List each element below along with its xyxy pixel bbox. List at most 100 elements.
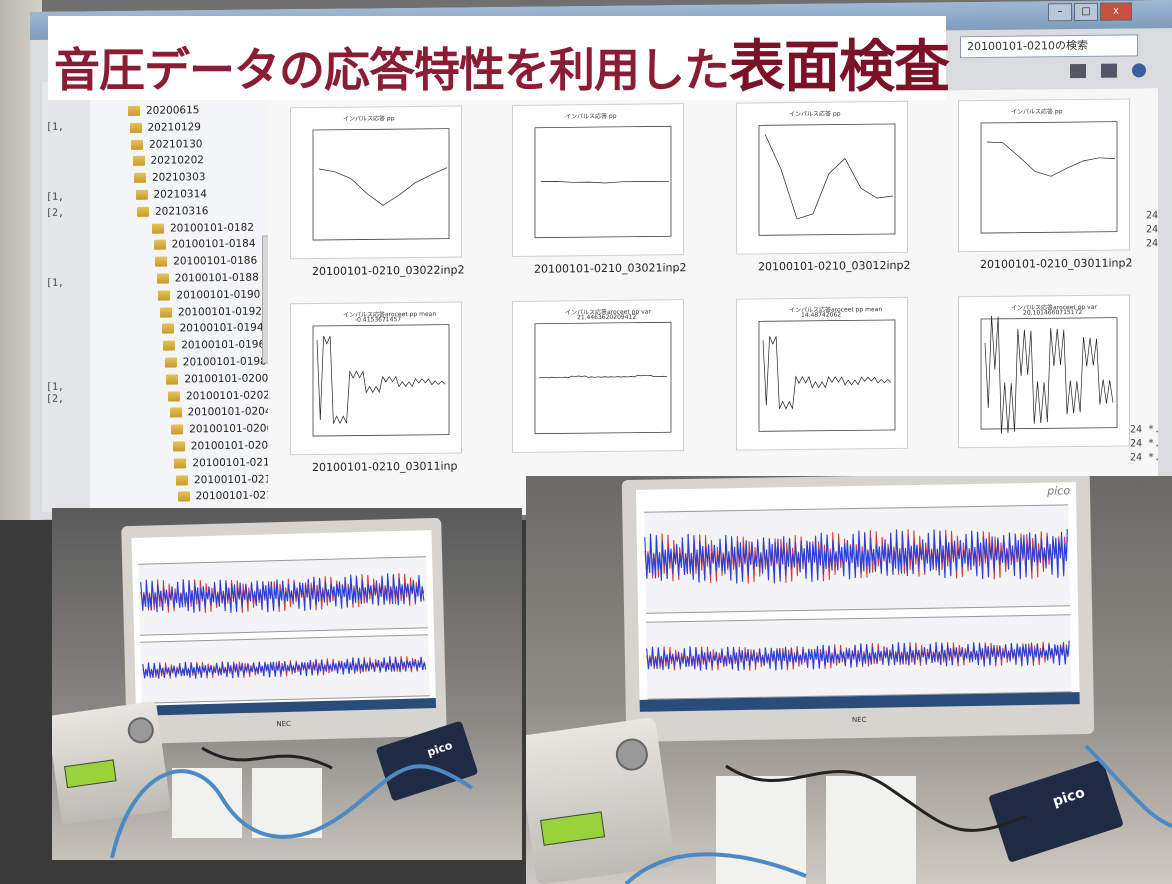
plot-frame bbox=[758, 319, 896, 432]
folder-item[interactable]: 20100101-0214 bbox=[177, 490, 280, 503]
close-button[interactable]: x bbox=[1100, 2, 1132, 21]
folder-item[interactable]: 20100101-0210 bbox=[174, 456, 276, 469]
plot-frame bbox=[534, 321, 672, 435]
folder-item[interactable]: 20210130 bbox=[131, 138, 202, 151]
folder-icon bbox=[168, 391, 180, 402]
plot-graphic bbox=[758, 319, 896, 432]
monitor-brand: NEC bbox=[851, 715, 867, 725]
plot-subtitle: 14.48742062 bbox=[801, 311, 842, 319]
folder-item[interactable]: 20100101-0200 bbox=[166, 372, 268, 385]
folder-label: 20210129 bbox=[147, 121, 201, 134]
folder-item[interactable]: 20100101-0186 bbox=[155, 255, 257, 268]
folder-icon bbox=[166, 374, 179, 385]
folder-item[interactable]: 20210314 bbox=[135, 188, 207, 201]
folder-icon bbox=[177, 491, 190, 502]
folder-label: 20100101-0188 bbox=[174, 271, 259, 285]
preview-pane-icon[interactable] bbox=[1101, 63, 1118, 78]
plot-graphic bbox=[758, 123, 896, 236]
channel-b-trace bbox=[644, 528, 1068, 584]
title-banner: 音圧データの応答特性を利用した表面検査 bbox=[48, 16, 950, 100]
folder-tree: 20200615 20210129 20210130 20210202 20210303… bbox=[90, 97, 280, 520]
folder-icon bbox=[174, 458, 187, 469]
folder-item[interactable]: 20100101-0190 bbox=[158, 288, 260, 301]
folder-icon bbox=[158, 290, 171, 301]
folder-item[interactable]: 20210303 bbox=[134, 171, 205, 184]
software-brand: pico bbox=[1047, 484, 1071, 498]
folder-icon bbox=[128, 105, 140, 116]
folder-icon bbox=[135, 189, 148, 200]
view-options-icon[interactable] bbox=[1070, 63, 1086, 79]
plot-line bbox=[984, 315, 1114, 434]
plot-graphic bbox=[534, 321, 672, 435]
blue-cable bbox=[110, 746, 474, 859]
plot-thumbnail[interactable]: インパルス応答aroceet pp var 21.4463620209412 bbox=[512, 299, 684, 453]
test-pad bbox=[716, 776, 806, 884]
plot-line bbox=[318, 167, 448, 206]
folder-icon bbox=[161, 323, 174, 335]
folder-item[interactable]: 20100101-0192 bbox=[160, 305, 262, 318]
plot-thumbnail[interactable]: インパルス応答aroceet pp mean -0.4153671457 bbox=[290, 301, 462, 456]
folder-item[interactable]: 20100101-0184 bbox=[153, 238, 256, 251]
folder-item[interactable]: 20210316 bbox=[137, 205, 208, 218]
plot-graphic bbox=[980, 121, 1118, 234]
plot-title: インパルス応答 pp bbox=[1011, 108, 1063, 116]
test-pad bbox=[252, 768, 322, 838]
folder-icon bbox=[153, 239, 166, 251]
folder-icon bbox=[137, 206, 149, 217]
plot-frame bbox=[312, 128, 450, 241]
lab-monitor: NEC bbox=[121, 517, 447, 745]
folder-item[interactable]: 20100101-0204 bbox=[169, 406, 272, 419]
folder-item[interactable]: 20100101-0198 bbox=[164, 355, 267, 369]
folder-item[interactable]: 20100101-0212 bbox=[176, 473, 278, 486]
thumbnail-caption: 20100101-0210_03011inp2 bbox=[980, 256, 1133, 272]
plot-subtitle: 21.4463620209412 bbox=[577, 313, 637, 322]
plot-thumbnail[interactable]: インパルス応答 pp bbox=[736, 100, 908, 255]
folder-item[interactable]: 20200615 bbox=[128, 104, 199, 117]
view-toolbar bbox=[1070, 62, 1170, 85]
folder-item[interactable]: 20100101-0194 bbox=[161, 321, 264, 335]
minimize-button[interactable]: – bbox=[1048, 3, 1072, 22]
folder-icon bbox=[163, 340, 176, 351]
oscilloscope-screen bbox=[131, 530, 437, 716]
folder-item[interactable]: 20100101-0202 bbox=[168, 389, 270, 402]
thumbnail-caption: 20100101-0210_03021inp2 bbox=[534, 261, 687, 276]
banner-title: 音圧データの応答特性を利用した bbox=[54, 43, 730, 97]
plot-thumbnail[interactable]: インパルス応答aroceet pp var 20.1014660715172 bbox=[958, 294, 1130, 449]
folder-label: 20100101-0196 bbox=[181, 338, 266, 352]
right-console: 24 24 24 24 *. 24 *. 24 *. bbox=[1130, 210, 1161, 464]
plot-subtitle: 20.1014660715172 bbox=[1023, 308, 1083, 317]
folder-label: 20100101-0194 bbox=[179, 321, 264, 335]
oscilloscope-screen: pico bbox=[635, 482, 1080, 712]
help-icon[interactable] bbox=[1132, 63, 1147, 78]
folder-icon bbox=[152, 223, 164, 234]
folder-item[interactable]: 20100101-0188 bbox=[156, 271, 259, 285]
setup-photo-right: pico NEC pico bbox=[526, 476, 1172, 884]
folder-item[interactable]: 20210202 bbox=[132, 154, 204, 168]
folder-label: 20100101-0198 bbox=[182, 355, 267, 369]
channel-b-trace bbox=[646, 640, 1070, 671]
plot-title: インパルス応答 pp bbox=[565, 112, 617, 121]
lab-monitor: pico NEC bbox=[621, 476, 1095, 743]
folder-item[interactable]: 20210129 bbox=[129, 121, 201, 134]
plot-thumbnail[interactable]: インパルス応答 pp bbox=[290, 105, 462, 260]
folder-icon bbox=[172, 441, 185, 452]
plot-graphic bbox=[534, 125, 672, 239]
folder-item[interactable]: 20100101-0196 bbox=[163, 339, 265, 352]
folder-item[interactable]: 20100101-0206 bbox=[171, 423, 273, 436]
plot-thumbnail[interactable]: インパルス応答 pp bbox=[958, 98, 1130, 253]
plot-line bbox=[316, 335, 446, 425]
thumbnail-caption: 20100101-0210_03022inp2 bbox=[312, 263, 465, 279]
search-input[interactable]: 20100101-0210の検索 bbox=[960, 34, 1138, 59]
folder-item[interactable]: 20100101-0182 bbox=[152, 221, 254, 234]
channel-b-trace bbox=[142, 656, 427, 679]
screen: – □ x 20100101-0210の検索 [1, [1, [2, [1, [… bbox=[30, 0, 1172, 520]
plot-thumbnail[interactable]: インパルス応答 pp bbox=[512, 103, 684, 257]
folder-label: 20210202 bbox=[150, 154, 204, 168]
waveform-signal bbox=[140, 573, 427, 679]
folder-item[interactable]: 20100101-0208 bbox=[172, 439, 275, 452]
maximize-button[interactable]: □ bbox=[1074, 2, 1098, 22]
folder-icon bbox=[131, 139, 143, 150]
plot-graphic bbox=[312, 128, 450, 241]
thumbnail-caption: 20100101-0210_03012inp2 bbox=[758, 258, 911, 274]
plot-thumbnail[interactable]: インパルス応答aroceet pp mean 14.48742062 bbox=[736, 296, 908, 451]
